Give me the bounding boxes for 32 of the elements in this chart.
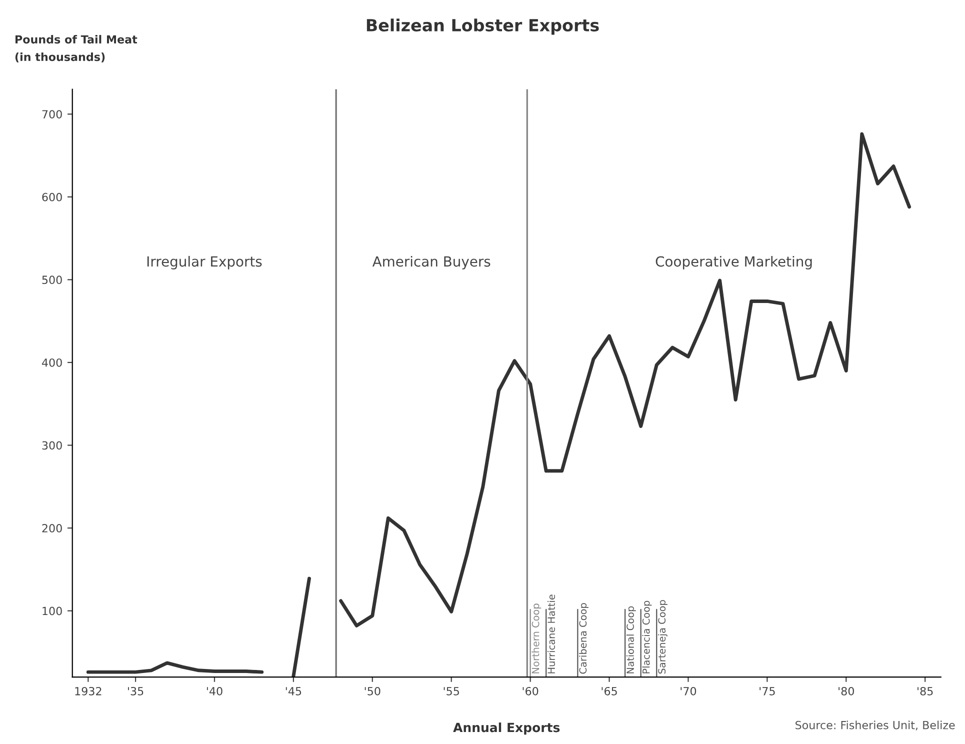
y-tick-label: 400 xyxy=(42,358,62,367)
x-tick-label: '65 xyxy=(602,686,617,696)
y-axis-title: Pounds of Tail Meat (in thousands) xyxy=(15,34,138,62)
x-tick-label: '55 xyxy=(444,687,459,696)
ref-line-label: Northern Coop xyxy=(532,604,542,674)
annotation: Irregular Exports xyxy=(147,256,262,270)
ref-line-label: Sarteneja Coop xyxy=(658,600,668,674)
x-tick-label: '60 xyxy=(522,686,538,696)
x-axis-title: Annual Exports xyxy=(453,722,560,735)
x-tick-label: '70 xyxy=(680,686,696,696)
ref-line-label: Hurricane Hattie xyxy=(547,594,556,674)
ref-line-label: Caribena Coop xyxy=(579,603,588,674)
y-tick-label: 600 xyxy=(42,192,62,202)
x-tick-label: '35 xyxy=(128,686,144,696)
chart-title: Belizean Lobster Exports xyxy=(366,18,599,35)
ref-line-label: National Coop xyxy=(626,606,636,674)
x-tick-label: '40 xyxy=(206,686,222,696)
x-tick-label: '75 xyxy=(760,687,775,696)
annotation: American Buyers xyxy=(372,256,490,270)
x-tick-label: 1932 xyxy=(75,686,102,696)
x-tick-label: '50 xyxy=(364,686,380,696)
ref-line-label: Placencia Coop xyxy=(642,600,652,674)
y-tick-label: 700 xyxy=(42,110,62,118)
x-tick-label: '45 xyxy=(286,687,302,696)
y-tick-label: 500 xyxy=(42,276,62,284)
y-tick-label: 100 xyxy=(42,606,62,616)
annotation: Cooperative Marketing xyxy=(656,256,812,270)
x-tick-label: '85 xyxy=(918,686,933,696)
y-tick-label: 200 xyxy=(42,524,62,532)
source-note: Source: Fisheries Unit, Belize xyxy=(796,720,955,730)
y-tick-label: 300 xyxy=(42,441,62,450)
x-tick-label: '80 xyxy=(838,686,854,696)
